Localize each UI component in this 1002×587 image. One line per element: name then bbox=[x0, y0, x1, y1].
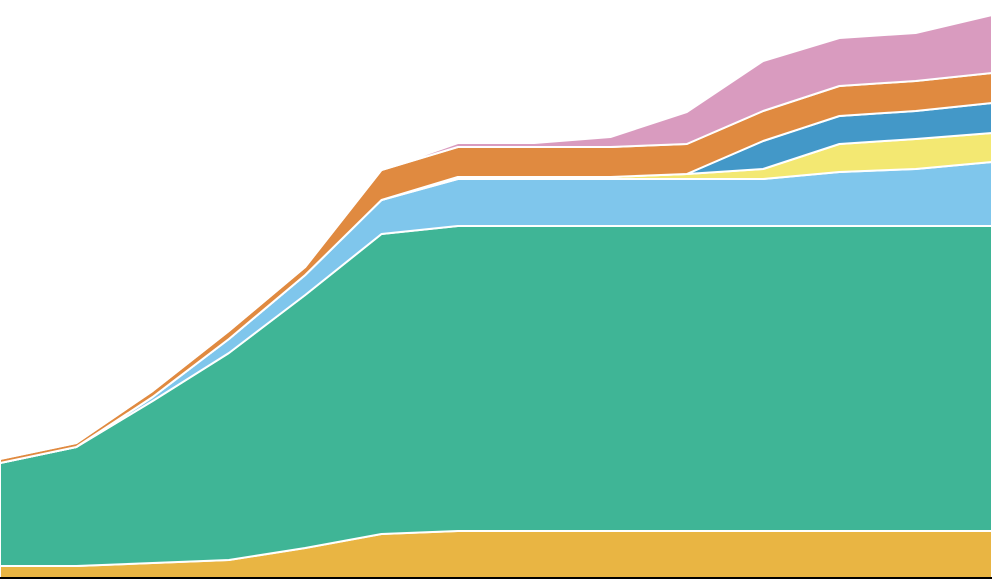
area-layers bbox=[0, 14, 993, 579]
area-series-6 bbox=[0, 14, 993, 460]
